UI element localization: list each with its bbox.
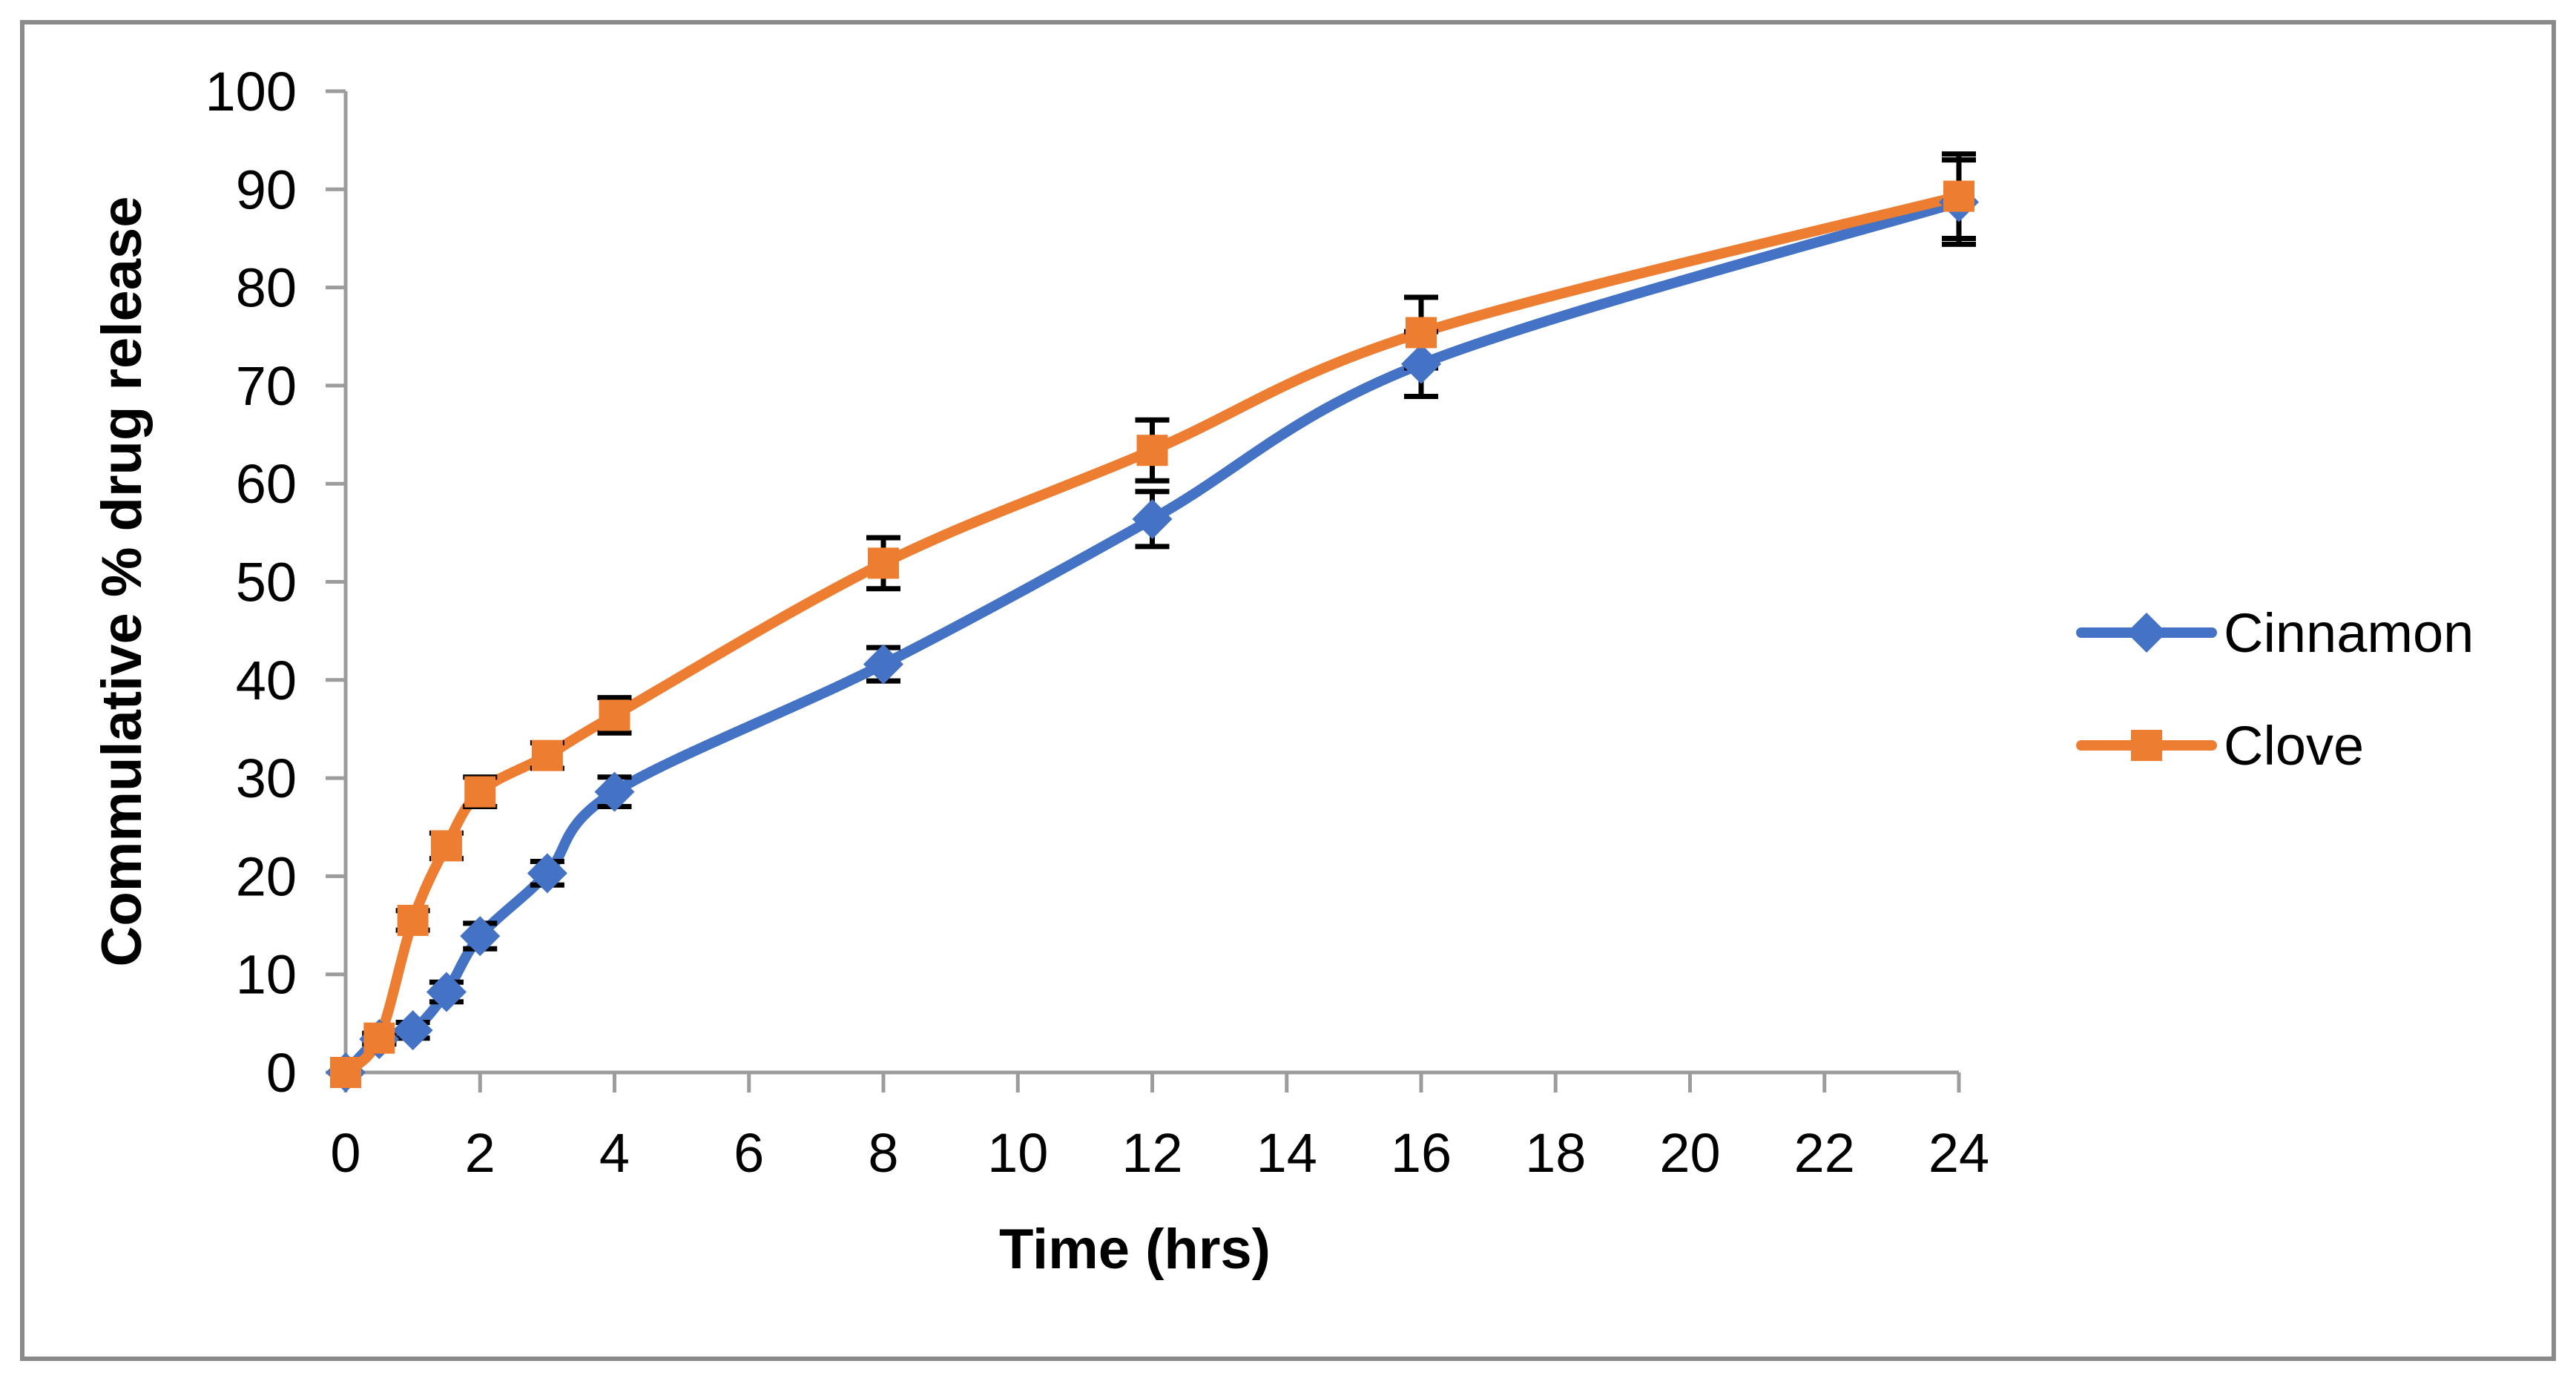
y-tick-label: 70	[236, 355, 297, 417]
clove-point-24h	[1943, 180, 1974, 212]
cinnamon-point-4h	[594, 771, 635, 812]
x-tick-label: 24	[1928, 1122, 1989, 1184]
cinnamon-point-1h	[392, 1010, 433, 1051]
x-tick-label: 2	[465, 1122, 495, 1184]
clove-point-16h	[1406, 317, 1437, 349]
data-markers	[326, 180, 1979, 1092]
clove-point-0h	[330, 1057, 361, 1088]
x-tick-label: 4	[599, 1122, 630, 1184]
figure-border	[20, 20, 2556, 1361]
cinnamon-point-1.5h	[426, 972, 467, 1012]
x-tick-label: 10	[987, 1122, 1048, 1184]
series-lines	[340, 191, 1964, 1078]
clove-point-2h	[464, 776, 496, 808]
error-bars	[362, 151, 1976, 1047]
cinnamon-point-12h	[1132, 498, 1173, 539]
clove-point-0.5h	[363, 1022, 395, 1054]
legend-label-cinnamon: Cinnamon	[2224, 602, 2474, 664]
y-tick-label: 50	[236, 552, 297, 613]
clove-point-12h	[1136, 435, 1168, 467]
x-tick-label: 22	[1794, 1122, 1855, 1184]
legend: Cinnamon Clove	[2076, 602, 2474, 777]
y-tick-label: 10	[236, 944, 297, 1006]
clove-point-1.5h	[430, 830, 462, 862]
clove-point-1h	[397, 904, 429, 936]
legend-label-clove: Clove	[2224, 715, 2364, 777]
clove-point-8h	[868, 547, 899, 579]
y-axis-title: Commulative % drug release	[90, 196, 154, 966]
x-tick-label: 20	[1659, 1122, 1720, 1184]
legend-square-icon	[2131, 730, 2162, 761]
plot-area	[326, 151, 1979, 1092]
y-tick-label: 0	[266, 1042, 297, 1104]
x-tick-label: 0	[330, 1122, 360, 1184]
series-line-clove	[340, 191, 1964, 1078]
x-tick-label: 12	[1121, 1122, 1182, 1184]
y-tick-label: 30	[236, 748, 297, 809]
clove-point-3h	[531, 739, 563, 771]
clove-point-4h	[599, 699, 630, 731]
cinnamon-point-8h	[863, 644, 903, 685]
x-tick-label: 18	[1525, 1122, 1586, 1184]
cinnamon-point-3h	[527, 853, 567, 894]
y-tick-label: 60	[236, 453, 297, 515]
cinnamon-point-16h	[1401, 343, 1441, 384]
y-tick-label: 80	[236, 257, 297, 319]
y-tick-label: 90	[236, 159, 297, 220]
y-tick-label: 100	[205, 61, 297, 122]
cinnamon-point-2h	[460, 916, 501, 957]
series-line-cinnamon	[340, 197, 1964, 1078]
legend-item-cinnamon: Cinnamon	[2076, 602, 2474, 664]
y-tick-label: 40	[236, 650, 297, 711]
x-tick-label: 8	[868, 1122, 898, 1184]
x-axis-title: Time (hrs)	[999, 1218, 1271, 1281]
x-tick-label: 16	[1391, 1122, 1452, 1184]
x-tick-label: 14	[1256, 1122, 1317, 1184]
y-tick-label: 20	[236, 846, 297, 907]
legend-item-clove: Clove	[2076, 715, 2364, 777]
x-tick-label: 6	[734, 1122, 764, 1184]
legend-diamond-icon	[2127, 613, 2167, 653]
